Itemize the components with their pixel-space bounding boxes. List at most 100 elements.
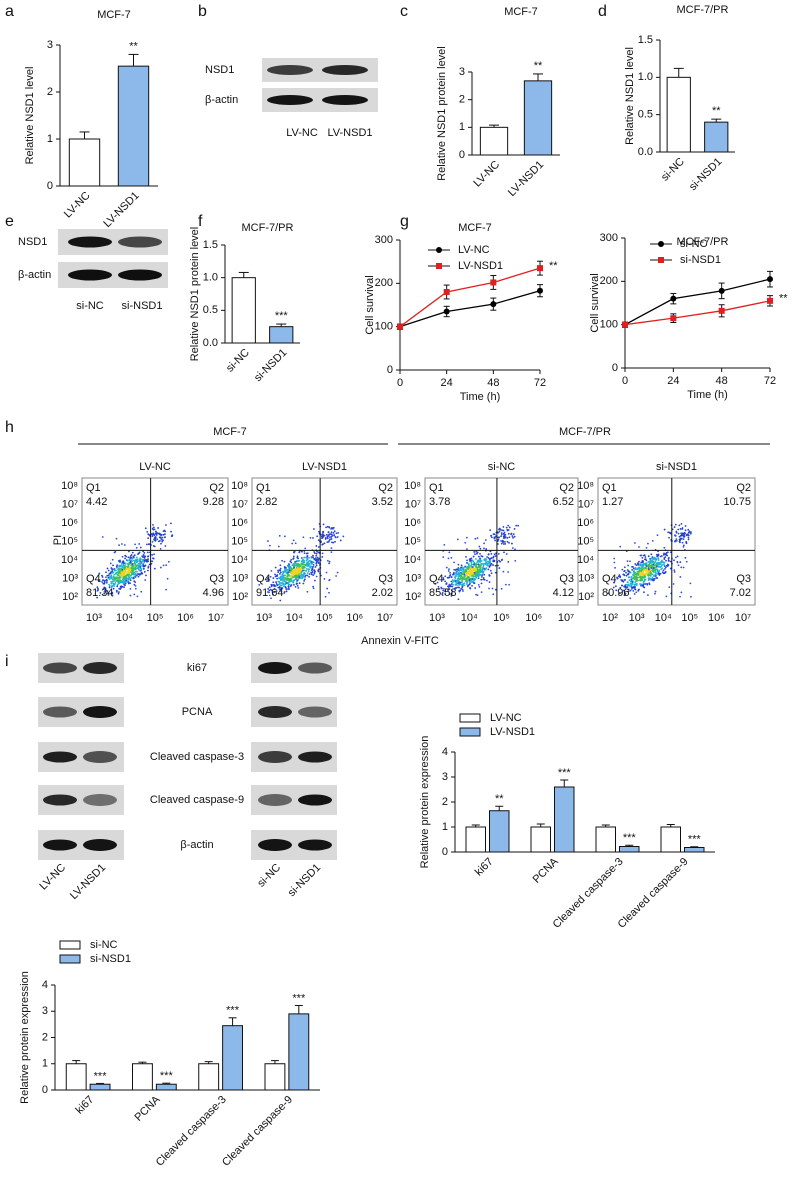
event-dot <box>144 579 147 581</box>
event-dot <box>153 545 156 548</box>
event-dot <box>494 539 497 542</box>
event-dot <box>296 555 299 558</box>
x-tick-label: Cleaved caspase-9 <box>220 1094 295 1169</box>
x-tick-label: LV-NC <box>37 862 68 893</box>
quadrant-name: Q1 <box>429 482 444 494</box>
event-dot <box>114 580 116 582</box>
quadrant-name: Q3 <box>559 573 574 585</box>
event-dot <box>268 586 271 589</box>
y-axis-label: Relative NSD1 level <box>24 67 36 165</box>
event-dot <box>108 572 111 575</box>
event-dot <box>647 555 650 558</box>
event-dot <box>139 565 142 568</box>
event-dot <box>640 567 642 570</box>
event-dot <box>106 567 109 570</box>
event-dot <box>170 522 172 525</box>
y-tick-label: 100 <box>375 321 393 333</box>
event-dot <box>303 580 306 582</box>
event-dot <box>96 596 99 599</box>
event-dot <box>622 589 625 592</box>
event-dot <box>304 556 307 559</box>
event-dot <box>678 524 681 527</box>
blot-band <box>83 662 117 674</box>
event-dot <box>296 564 299 567</box>
event-dot <box>331 535 334 537</box>
event-dot <box>450 583 453 585</box>
event-dot <box>282 582 285 585</box>
event-dot <box>475 564 477 566</box>
event-dot <box>494 555 497 557</box>
event-dot <box>134 543 136 546</box>
event-dot <box>117 592 120 595</box>
event-dot <box>614 566 616 569</box>
chart-title: MCF-7 <box>504 6 538 18</box>
event-dot <box>679 541 681 544</box>
event-dot <box>303 552 306 555</box>
quadrant-value: 9.28 <box>203 496 224 508</box>
event-dot <box>130 573 133 576</box>
event-dot <box>473 571 476 574</box>
event-dot <box>276 584 279 587</box>
event-dot <box>138 543 141 545</box>
event-dot <box>507 561 510 563</box>
event-dot <box>272 593 274 596</box>
event-dot <box>640 584 642 587</box>
event-dot <box>457 573 460 575</box>
y-tick-label: 0 <box>387 364 393 376</box>
event-dot <box>638 570 641 573</box>
event-dot <box>101 536 104 538</box>
event-dot <box>133 575 136 578</box>
event-dot <box>312 585 314 588</box>
event-dot <box>448 585 451 588</box>
x-tick-label: 10⁷ <box>558 612 574 624</box>
event-dot <box>482 566 484 569</box>
x-axis-label: Annexin V-FITC <box>361 635 439 647</box>
event-dot <box>623 594 626 597</box>
event-dot <box>649 571 651 574</box>
event-dot <box>289 577 292 580</box>
event-dot <box>121 578 124 581</box>
event-dot <box>316 535 319 538</box>
event-dot <box>111 594 114 597</box>
event-dot <box>460 587 463 590</box>
y-tick-label: 0 <box>612 362 618 374</box>
event-dot <box>141 556 144 558</box>
event-dot <box>629 597 632 600</box>
event-dot <box>328 562 331 565</box>
event-dot <box>451 585 454 588</box>
event-dot <box>475 593 477 596</box>
event-dot <box>648 583 651 586</box>
event-dot <box>148 534 151 536</box>
event-dot <box>629 560 631 563</box>
event-dot <box>279 564 282 567</box>
event-dot <box>159 547 162 550</box>
event-dot <box>134 564 137 567</box>
event-dot <box>471 580 473 583</box>
event-dot <box>287 564 289 567</box>
event-dot <box>502 570 505 573</box>
event-dot <box>494 571 497 574</box>
y-tick-label: 1 <box>47 133 53 145</box>
event-dot <box>107 569 110 572</box>
significance: *** <box>623 832 637 844</box>
event-dot <box>146 555 149 558</box>
bar <box>489 810 510 853</box>
event-dot <box>296 582 299 585</box>
event-dot <box>470 573 473 576</box>
event-dot <box>644 583 647 585</box>
event-dot <box>125 555 128 558</box>
significance: ** <box>549 260 558 272</box>
event-dot <box>295 562 297 565</box>
event-dot <box>689 595 692 598</box>
y-tick-label: 10⁶ <box>61 517 78 529</box>
event-dot <box>308 556 311 559</box>
quadrant-value: 91.64 <box>256 587 284 599</box>
event-dot <box>635 583 638 585</box>
event-dot <box>507 571 509 573</box>
event-dot <box>119 580 122 583</box>
event-dot <box>485 558 488 561</box>
panel-label: g <box>400 213 409 230</box>
x-tick-label: Cleaved caspase-9 <box>616 856 691 931</box>
event-dot <box>631 583 634 586</box>
event-dot <box>492 564 495 566</box>
